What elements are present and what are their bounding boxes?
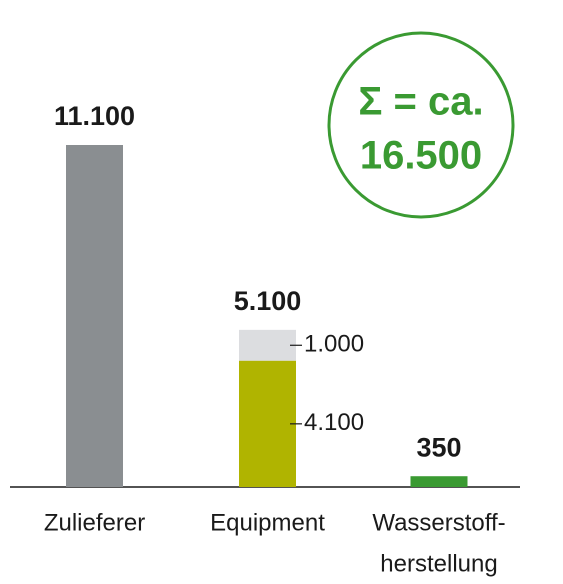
total-label: 5.100 [234,286,302,316]
category-label: herstellung [380,550,497,577]
sum-circle [327,31,515,219]
bar-segment [66,145,123,487]
sum-annotation: 16.500 [360,134,482,178]
category-label: Wasserstoff- [372,509,505,536]
total-label: 350 [416,432,461,462]
sum-annotation: Σ = ca. [358,80,483,124]
segment-label: 1.000 [304,331,364,358]
category-label: Zulieferer [44,509,145,536]
bar-segment [410,476,468,487]
category-label: Equipment [210,509,325,536]
total-label: 11.100 [54,101,135,131]
bar-segment [239,329,296,361]
segment-label: 4.100 [304,409,364,436]
bar-segment [239,360,296,487]
